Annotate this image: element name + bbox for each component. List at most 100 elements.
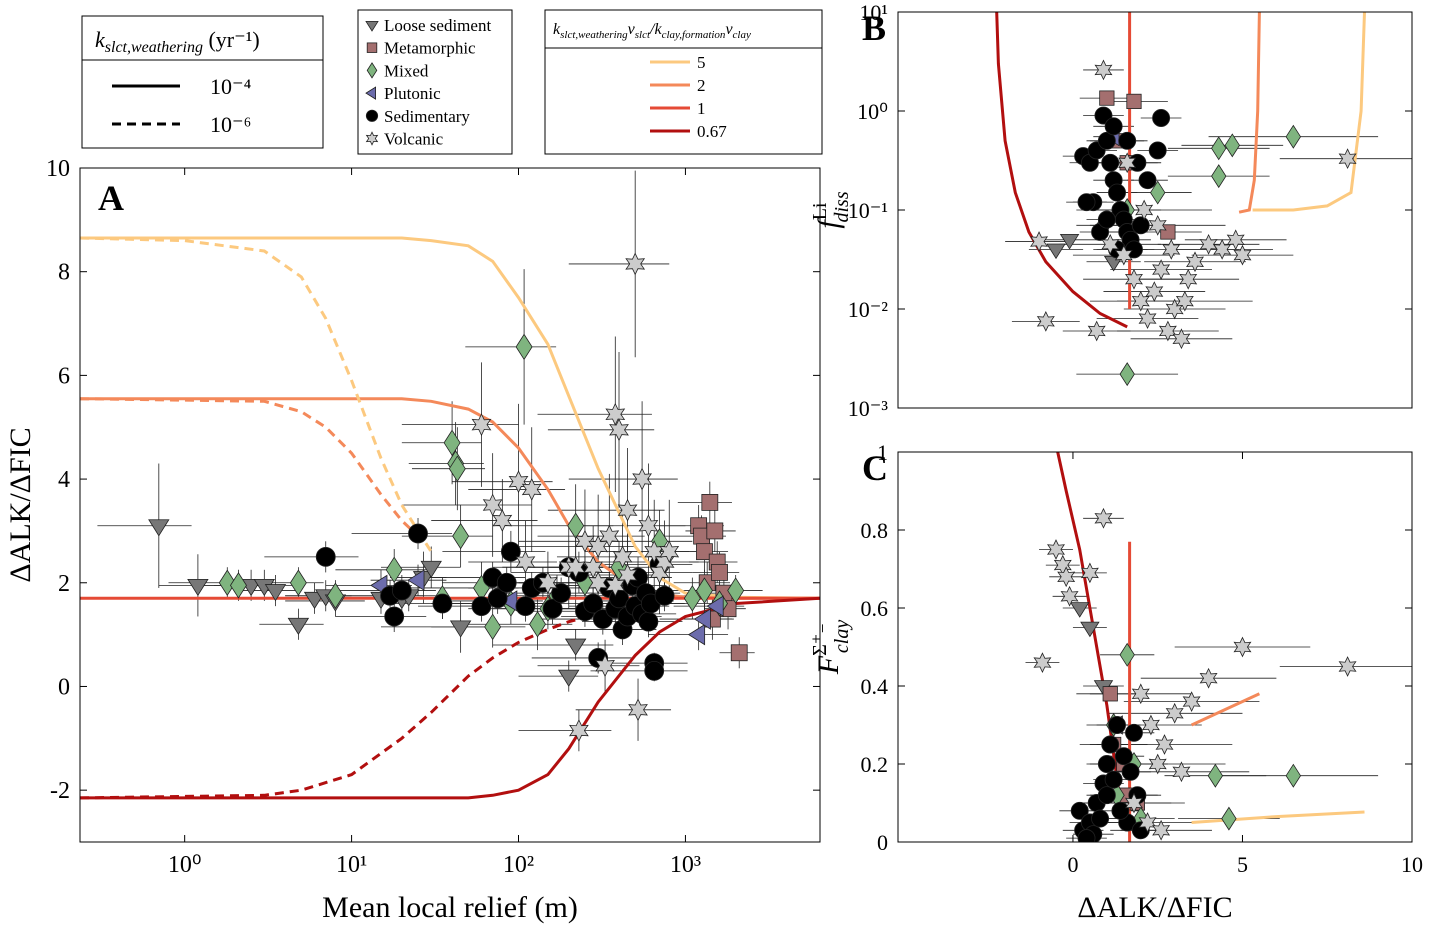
axes-frame xyxy=(897,451,1413,843)
marker xyxy=(1179,268,1198,290)
marker xyxy=(448,455,466,482)
y-label-sub: diss xyxy=(831,191,853,222)
marker xyxy=(482,493,503,517)
x-tick-label: 5 xyxy=(1237,852,1248,877)
legend-title-sub: slct,weathering xyxy=(560,29,628,41)
marker xyxy=(1111,801,1130,820)
legend-label: Volcanic xyxy=(384,130,444,149)
legend-title-part: /k xyxy=(649,21,662,38)
marker xyxy=(1108,716,1126,734)
x-tick-label: 10⁰ xyxy=(168,852,202,878)
marker xyxy=(551,583,572,604)
marker xyxy=(515,550,536,574)
marker xyxy=(1338,656,1357,677)
marker xyxy=(1138,812,1157,833)
marker xyxy=(408,523,428,544)
model-curve xyxy=(80,236,820,600)
marker xyxy=(1338,148,1357,170)
marker xyxy=(1104,117,1123,136)
marker xyxy=(1097,755,1116,773)
y-tick-label: 8 xyxy=(58,260,70,286)
marker xyxy=(599,524,620,548)
marker xyxy=(1135,199,1154,221)
marker xyxy=(1186,251,1204,273)
y-tick-label: 0 xyxy=(58,674,70,700)
marker xyxy=(391,580,412,601)
y-tick-label: 10 xyxy=(46,156,70,182)
y-tick-label: 10⁻¹ xyxy=(848,198,888,223)
marker xyxy=(1125,723,1143,742)
marker xyxy=(229,572,247,599)
marker xyxy=(1108,183,1126,202)
marker xyxy=(625,252,646,276)
marker xyxy=(1119,362,1135,387)
x-tick-label: 10 xyxy=(1401,852,1423,877)
marker xyxy=(1094,507,1113,529)
y-tick-label: 10¹ xyxy=(859,0,888,25)
y-tick-label: 6 xyxy=(58,363,70,389)
legend-box xyxy=(357,9,513,155)
marker xyxy=(1124,792,1143,814)
marker xyxy=(1030,231,1049,252)
marker xyxy=(420,560,442,578)
legend-title-k: k xyxy=(95,27,106,52)
marker xyxy=(654,585,675,606)
marker xyxy=(1152,819,1171,841)
y-tick-label: 0.6 xyxy=(861,596,889,621)
legend-label: 5 xyxy=(697,53,706,72)
marker xyxy=(1175,290,1194,312)
marker xyxy=(558,669,580,687)
marker xyxy=(508,470,529,494)
marker xyxy=(1199,233,1218,255)
marker xyxy=(1118,152,1137,174)
marker xyxy=(609,418,629,442)
legend-label: Loose sediment xyxy=(384,16,491,35)
marker xyxy=(1070,602,1090,618)
marker xyxy=(365,20,379,32)
marker xyxy=(1285,124,1302,149)
marker xyxy=(1046,243,1066,260)
marker xyxy=(443,429,461,457)
x-tick-label: 0 xyxy=(1067,852,1078,877)
y-label-sup: Li xyxy=(809,202,831,220)
marker xyxy=(1233,244,1252,266)
marker xyxy=(289,569,307,597)
model-curve xyxy=(80,236,433,553)
marker xyxy=(1094,59,1113,81)
marker xyxy=(385,556,403,584)
marker xyxy=(1221,806,1237,831)
marker xyxy=(687,623,706,646)
y-tick-label: 10⁻² xyxy=(848,297,889,322)
marker xyxy=(287,617,310,636)
marker xyxy=(542,598,563,619)
y-tick-label: 2 xyxy=(58,571,70,597)
marker xyxy=(365,109,379,122)
marker xyxy=(1148,214,1167,236)
marker xyxy=(1099,90,1115,106)
marker xyxy=(1119,642,1135,667)
y-label-base: F xyxy=(812,655,845,675)
marker xyxy=(1101,735,1120,754)
marker xyxy=(471,413,492,437)
model-curve xyxy=(80,596,820,800)
legend-label: 10⁻⁶ xyxy=(210,112,251,137)
x-axis-label: ΔALK/ΔFIC xyxy=(1077,891,1232,924)
marker xyxy=(588,571,609,595)
marker xyxy=(538,571,558,595)
marker xyxy=(693,608,711,630)
marker xyxy=(644,661,665,681)
marker xyxy=(1207,763,1224,788)
marker xyxy=(1152,109,1171,127)
marker xyxy=(605,573,626,597)
marker xyxy=(1158,320,1177,342)
marker xyxy=(1233,636,1252,658)
marker xyxy=(1226,229,1245,251)
marker xyxy=(1080,621,1100,638)
marker xyxy=(1285,763,1302,788)
legend-title-sub: clay,formation xyxy=(662,29,726,41)
marker xyxy=(529,611,547,638)
legend-title-part: ν xyxy=(725,21,733,38)
marker xyxy=(595,654,615,678)
